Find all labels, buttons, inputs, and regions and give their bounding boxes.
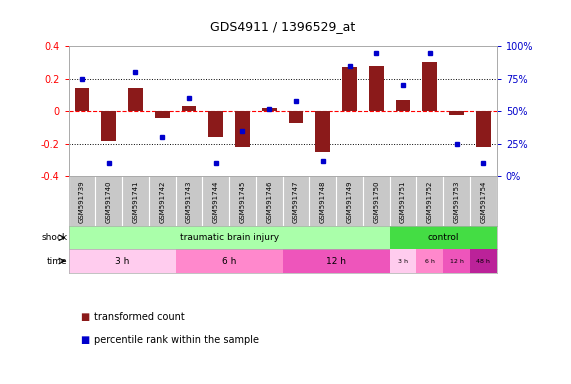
Bar [389, 249, 416, 273]
Text: GSM591746: GSM591746 [266, 180, 272, 223]
Text: GSM591747: GSM591747 [293, 180, 299, 223]
Text: GSM591745: GSM591745 [239, 180, 246, 223]
Bar [283, 249, 389, 273]
Bar [396, 100, 411, 111]
Bar [208, 111, 223, 137]
Text: 48 h: 48 h [433, 257, 453, 265]
Text: transformed count: transformed count [94, 312, 185, 322]
Text: time: time [47, 257, 67, 265]
Text: 6 h: 6 h [425, 258, 435, 263]
Bar [69, 249, 176, 273]
Bar [315, 111, 330, 152]
Bar [476, 111, 490, 147]
Text: GSM591743: GSM591743 [186, 180, 192, 223]
Text: percentile rank within the sample: percentile rank within the sample [94, 335, 259, 345]
Bar [342, 67, 357, 111]
Bar [443, 249, 470, 273]
Text: 12 h: 12 h [450, 258, 464, 263]
Text: GSM591744: GSM591744 [213, 180, 219, 223]
Text: control: control [428, 233, 459, 242]
Text: GSM591753: GSM591753 [453, 180, 460, 223]
Bar [155, 111, 170, 118]
Text: GSM591741: GSM591741 [132, 180, 138, 223]
Bar [470, 249, 497, 273]
Bar [101, 111, 116, 141]
Text: GSM591751: GSM591751 [400, 180, 406, 223]
Bar [176, 249, 283, 273]
Bar [182, 106, 196, 111]
Bar [289, 111, 303, 122]
Bar [128, 88, 143, 111]
Text: traumatic brain injury: traumatic brain injury [179, 233, 279, 242]
Bar [262, 108, 276, 111]
Text: 6 h: 6 h [222, 257, 236, 265]
Bar [416, 249, 443, 273]
Text: GDS4911 / 1396529_at: GDS4911 / 1396529_at [210, 20, 355, 33]
Bar [235, 111, 250, 147]
Bar [389, 226, 497, 249]
Bar [389, 249, 497, 273]
Text: 48 h: 48 h [476, 258, 490, 263]
Bar [449, 111, 464, 114]
Text: GSM591748: GSM591748 [320, 180, 326, 223]
Text: GSM591752: GSM591752 [427, 180, 433, 223]
Text: GSM591739: GSM591739 [79, 180, 85, 223]
Text: GSM591754: GSM591754 [480, 180, 486, 223]
Bar [75, 88, 89, 111]
Text: 3 h: 3 h [398, 258, 408, 263]
Text: ■: ■ [80, 312, 89, 322]
Text: 12 h: 12 h [326, 257, 346, 265]
Bar [69, 226, 389, 249]
Text: 3 h: 3 h [115, 257, 129, 265]
Text: GSM591750: GSM591750 [373, 180, 379, 223]
Text: GSM591742: GSM591742 [159, 180, 165, 223]
Text: GSM591749: GSM591749 [347, 180, 352, 223]
Text: ■: ■ [80, 335, 89, 345]
Bar [423, 62, 437, 111]
Text: GSM591740: GSM591740 [106, 180, 112, 223]
Text: shock: shock [41, 233, 67, 242]
Bar [369, 66, 384, 111]
